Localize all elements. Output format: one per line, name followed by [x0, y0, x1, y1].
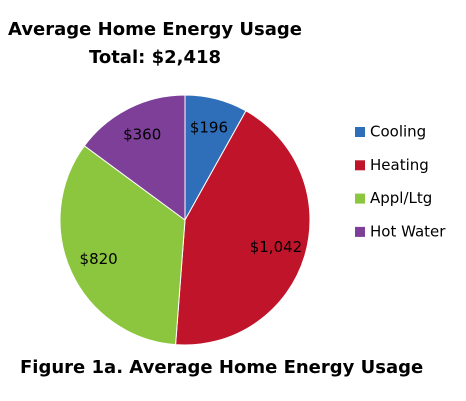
pie-slice — [59, 145, 186, 346]
data-label: $360 — [123, 126, 161, 144]
data-label: $196 — [190, 119, 228, 137]
data-label: $820 — [80, 250, 118, 268]
chart-subtitle: Total: $2,418 — [89, 47, 221, 68]
legend-swatch — [355, 160, 365, 171]
legend-swatch — [355, 226, 365, 237]
pie-slice — [83, 94, 186, 221]
data-label: $1,042 — [250, 238, 303, 256]
chart-title: Average Home Energy Usage — [8, 19, 302, 40]
legend-swatch — [355, 193, 365, 204]
legend-label: Appl/Ltg — [370, 189, 432, 207]
legend-label: Hot Water — [370, 222, 446, 240]
legend-label: Heating — [370, 156, 429, 174]
legend-label: Cooling — [370, 123, 426, 141]
legend-swatch — [355, 127, 365, 137]
caption: Figure 1a. Average Home Energy Usage — [20, 357, 423, 378]
pie-slice — [175, 110, 311, 346]
